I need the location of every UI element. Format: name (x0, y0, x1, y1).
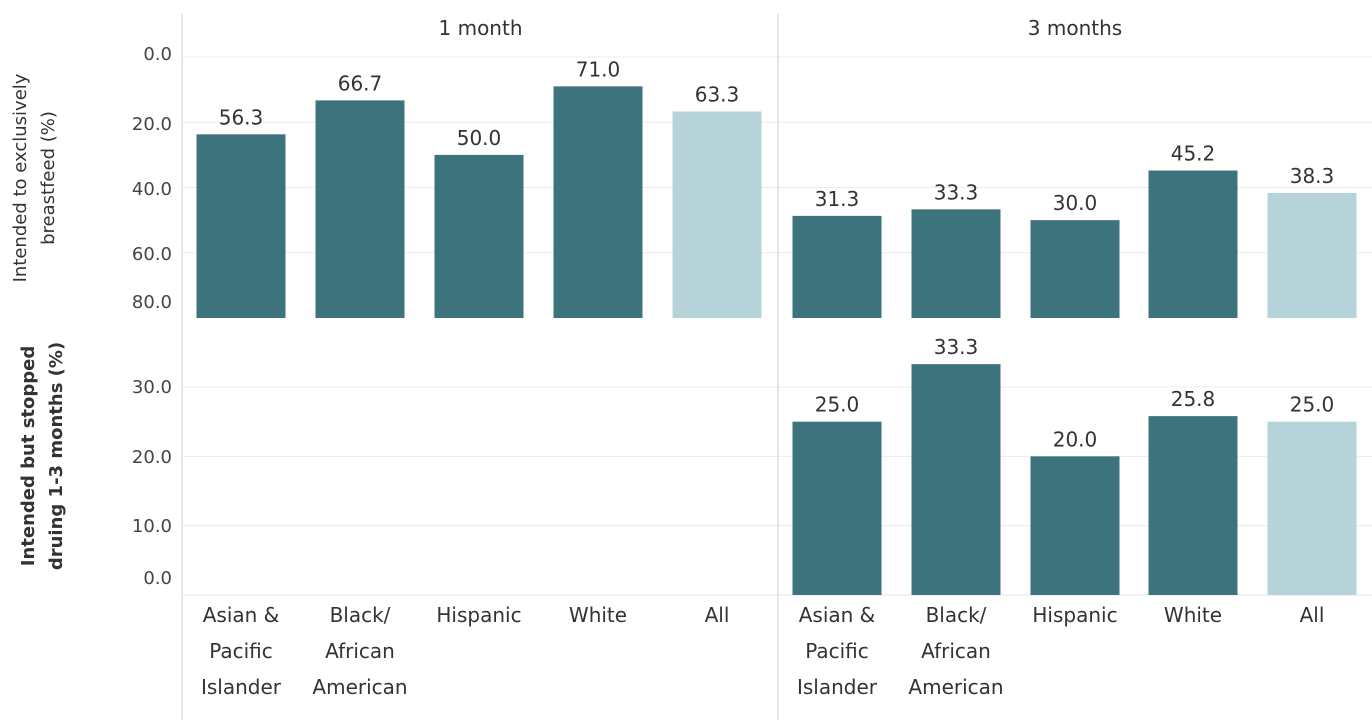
data-label: 25.8 (1171, 387, 1216, 411)
data-label: 33.3 (934, 335, 979, 359)
bar (672, 111, 762, 318)
bar (1267, 193, 1357, 318)
y-axis-title: Intended but stopped druing 1-3 months (%… (18, 342, 67, 570)
data-label: 50.0 (457, 126, 502, 150)
data-label: 71.0 (576, 57, 621, 81)
data-label: 30.0 (1053, 191, 1098, 215)
category-label: Hispanic (436, 603, 521, 627)
bar (315, 100, 405, 318)
bar (434, 154, 524, 318)
column-header: 1 month (439, 16, 523, 40)
category-label: Pacific (805, 639, 869, 663)
bar (792, 215, 882, 318)
y-tick-label: 0.0 (143, 568, 172, 589)
y-tick-label: 0.0 (143, 44, 172, 65)
bar (792, 421, 882, 595)
y-axis-title-line: breastfeed (%) (38, 111, 59, 245)
data-label: 25.0 (1290, 393, 1335, 417)
category-label: African (325, 639, 395, 663)
y-axis-title-line: druing 1-3 months (%) (46, 342, 67, 570)
category-label: White (1164, 603, 1222, 627)
category-label: Islander (797, 675, 878, 699)
category-label: White (569, 603, 627, 627)
y-tick-label: 80.0 (132, 292, 172, 313)
y-tick-label: 20.0 (132, 447, 172, 468)
category-label: American (312, 675, 407, 699)
y-axis-title-line: Intended to exclusively (10, 73, 31, 282)
category-label: American (908, 675, 1003, 699)
bar (1267, 421, 1357, 595)
bar (553, 86, 643, 318)
category-label: Asian & (799, 603, 876, 627)
bar (1148, 170, 1238, 318)
category-label: Hispanic (1032, 603, 1117, 627)
y-axis-title: Intended to exclusively breastfeed (%) (10, 73, 59, 282)
y-tick-label: 30.0 (132, 377, 172, 398)
data-label: 56.3 (219, 105, 264, 129)
category-label: African (921, 639, 991, 663)
bar (911, 209, 1001, 318)
bar (1148, 416, 1238, 595)
category-label: Asian & (203, 603, 280, 627)
y-tick-label: 10.0 (132, 516, 172, 537)
bar (1030, 456, 1120, 595)
bar (1030, 220, 1120, 318)
category-label: Black/ (926, 603, 987, 627)
data-label: 38.3 (1290, 164, 1335, 188)
category-label: All (705, 603, 730, 627)
bar (196, 134, 286, 318)
category-label: Islander (201, 675, 282, 699)
data-label: 63.3 (695, 82, 740, 106)
y-tick-label: 20.0 (132, 114, 172, 135)
category-label: All (1300, 603, 1325, 627)
data-label: 45.2 (1171, 142, 1216, 166)
category-label: Pacific (209, 639, 273, 663)
data-label: 20.0 (1053, 427, 1098, 451)
bar (911, 364, 1001, 595)
data-label: 33.3 (934, 180, 979, 204)
column-header: 3 months (1028, 16, 1122, 40)
y-tick-label: 40.0 (132, 179, 172, 200)
data-label: 31.3 (815, 187, 860, 211)
y-tick-label: 60.0 (132, 244, 172, 265)
y-axis-title-line: Intended but stopped (18, 346, 39, 567)
data-label: 25.0 (815, 393, 860, 417)
data-label: 66.7 (338, 71, 383, 95)
category-label: Black/ (330, 603, 391, 627)
